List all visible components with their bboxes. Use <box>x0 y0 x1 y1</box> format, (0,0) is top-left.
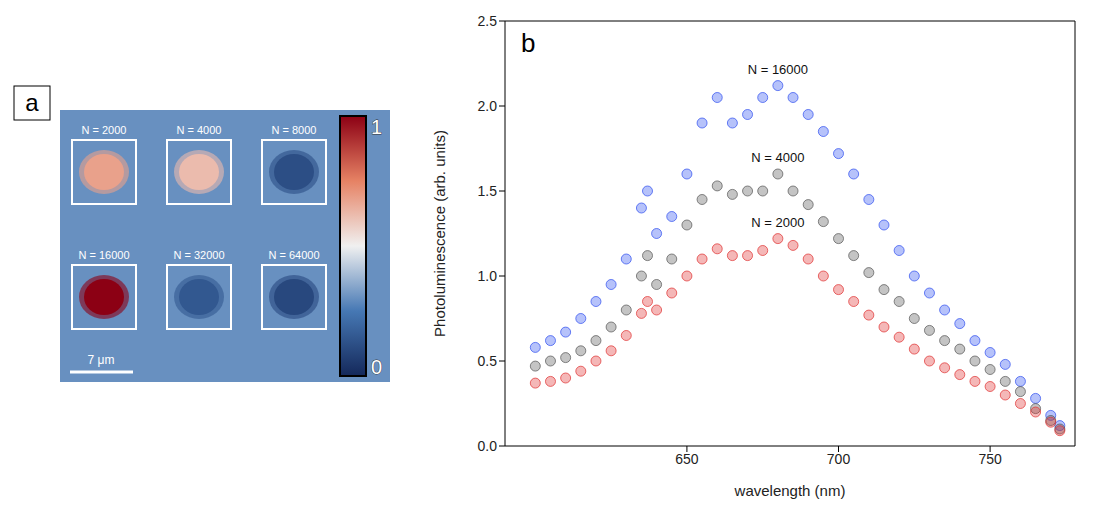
svg-text:N = 32000: N = 32000 <box>173 249 224 261</box>
svg-text:N = 16000: N = 16000 <box>748 62 808 77</box>
svg-text:a: a <box>25 89 39 116</box>
svg-text:N = 4000: N = 4000 <box>177 124 222 136</box>
svg-text:N = 64000: N = 64000 <box>268 249 319 261</box>
svg-text:wavelength (nm): wavelength (nm) <box>734 482 846 499</box>
svg-text:650: 650 <box>675 451 699 467</box>
svg-text:2.0: 2.0 <box>478 98 498 114</box>
svg-text:0.5: 0.5 <box>478 353 498 369</box>
svg-text:7 μm: 7 μm <box>88 353 115 367</box>
svg-text:700: 700 <box>827 451 851 467</box>
svg-text:N = 8000: N = 8000 <box>272 124 317 136</box>
svg-text:750: 750 <box>978 451 1002 467</box>
html-text:b: b <box>521 28 536 58</box>
svg-text:1: 1 <box>371 116 382 138</box>
svg-text:N = 16000: N = 16000 <box>78 249 129 261</box>
svg-text:N = 4000: N = 4000 <box>751 150 804 165</box>
svg-text:1.0: 1.0 <box>478 268 498 284</box>
svg-text:N = 2000: N = 2000 <box>751 215 804 230</box>
svg-text:1.5: 1.5 <box>478 183 498 199</box>
svg-text:0.0: 0.0 <box>478 438 498 454</box>
svg-text:N = 2000: N = 2000 <box>82 124 127 136</box>
svg-text:Photoluminescence (arb. units): Photoluminescence (arb. units) <box>431 130 448 337</box>
svg-text:0: 0 <box>371 356 382 378</box>
svg-text:2.5: 2.5 <box>478 13 498 29</box>
